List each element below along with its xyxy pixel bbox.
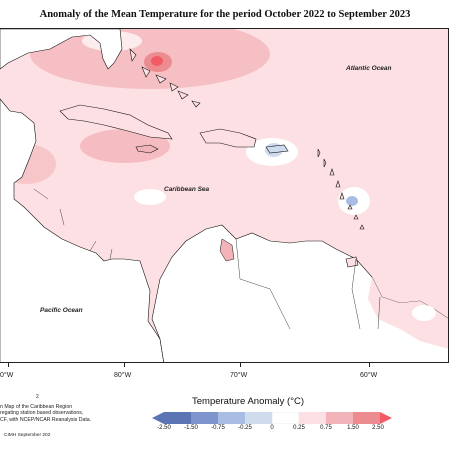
legend-swatch-below-m2-5 [152,412,164,424]
anomaly-peak-bahamas [151,56,163,66]
legend-colorbar [152,412,392,424]
legend-tick-label: 0.75 [320,425,332,431]
legend-tick-label: -0.25 [238,425,252,431]
anomaly-zone-guianas-neutral [412,305,436,321]
legend-title: Temperature Anomaly (°C) [192,396,305,407]
lon-label: 60°W [360,372,378,379]
label-pacific-ocean: Pacific Ocean [40,307,83,314]
lon-label: 70°W [230,372,248,379]
lon-label: 80°W [114,372,132,379]
islands-bahamas [129,48,201,108]
legend-tick-label: -2.50 [157,425,171,431]
islands-lesser-antilles [317,148,365,230]
island-cuba [59,104,173,140]
map-notes: 2 n Map of the Caribbean Region regating… [0,394,120,423]
label-atlantic-ocean: Atlantic Ocean [346,65,392,72]
anomaly-map [0,29,448,362]
anomaly-zone-east-cool [346,196,358,206]
legend-tick-label: 1.50 [347,425,359,431]
notes-line: CF, with NCEP/NCAR Reanalysis Data. [0,416,92,423]
lon-tick [8,363,9,367]
legend-tick-label: 2.50 [372,425,384,431]
legend-tick-label: -0.75 [211,425,225,431]
lon-label: 0°W [0,372,14,379]
legend-swatch-0 [271,412,300,424]
notes-marker: 2 [36,394,39,400]
notes-line: regating station based observations, [0,410,84,417]
island-trinidad [345,256,359,268]
legend-swatch-m0-25 [245,412,272,424]
legend-swatch-0-25 [299,412,326,424]
anomaly-zone-jamaica [80,129,170,163]
map-area: Atlantic Ocean Caribbean Sea Pacific Oce… [0,28,449,363]
country-borders-south [235,238,381,330]
country-borders [33,188,113,260]
island-puerto-rico [265,144,289,154]
landmass-south-america [151,224,448,362]
landmass-central-america [0,98,164,362]
legend-swatch-1-5 [353,412,380,424]
legend-swatch-m1-5 [191,412,218,424]
label-caribbean-sea: Caribbean Sea [164,186,210,193]
island-hispaniola [199,128,257,148]
legend-tick-label: 0.25 [293,425,305,431]
anomaly-zone-maracaibo [219,238,235,262]
legend-tick-label: -1.50 [184,425,198,431]
anomaly-zone-caribbean-neutral [134,189,166,205]
landmass-north-america [0,29,123,70]
legend-swatch-0-75 [326,412,353,424]
credit-text: CIMH September 202 [4,433,51,438]
island-jamaica [135,144,159,154]
anomaly-zone-guianas [368,277,448,349]
legend-swatch-m0-75 [218,412,245,424]
lon-tick [124,363,125,367]
lon-tick [240,363,241,367]
legend-swatch-above-2-5 [380,412,392,424]
map-title: Anomaly of the Mean Temperature for the … [39,9,411,20]
legend-tick-label: 0 [270,425,274,431]
legend-swatch-m2-5 [164,412,191,424]
lon-tick [369,363,370,367]
notes-line: n Map of the Caribbean Region [0,404,73,410]
